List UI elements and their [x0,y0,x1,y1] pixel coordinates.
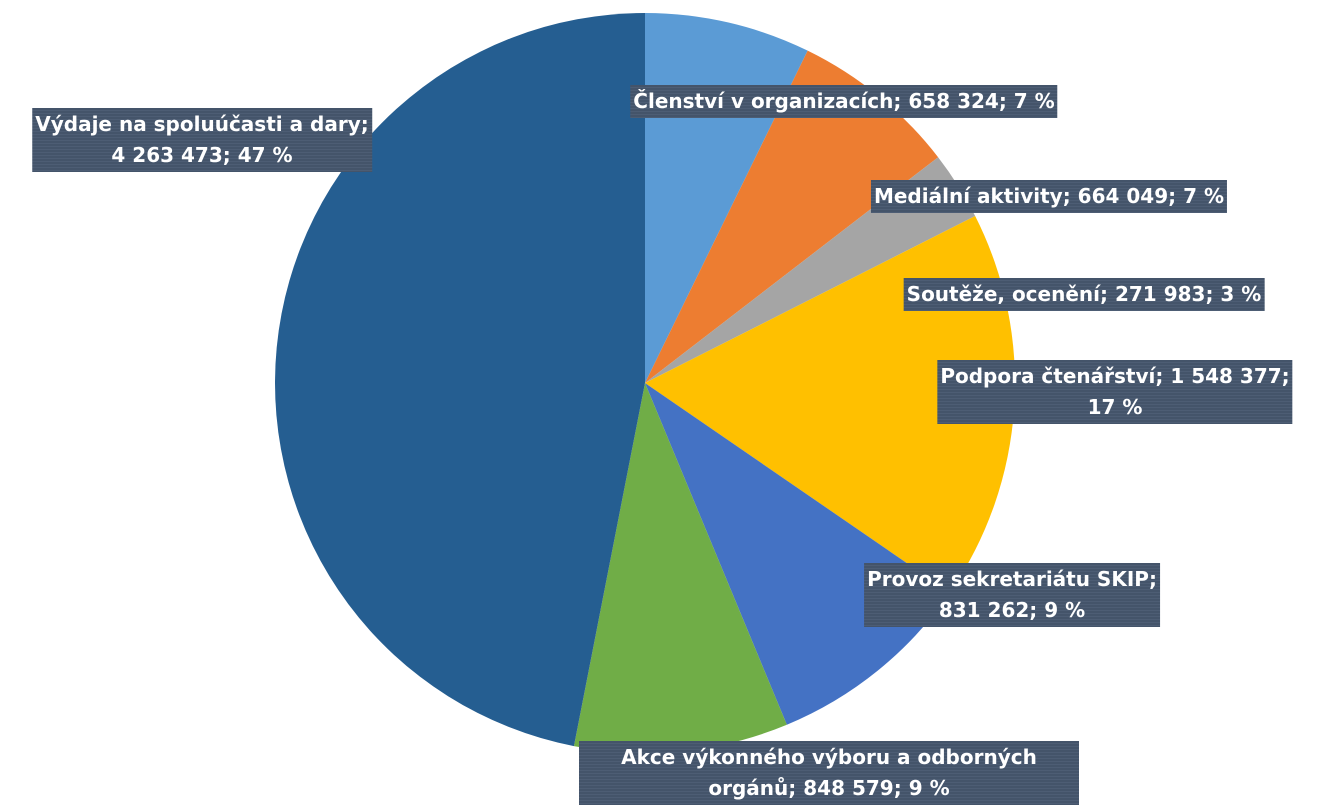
category-name: Soutěže, ocenění [906,282,1101,306]
value-label: 271 983 [1114,282,1206,306]
pie-slice [573,383,787,753]
data-label: Soutěže, ocenění; 271 983; 3 % [903,278,1265,311]
separator: ; [222,143,238,167]
data-label: Provoz sekretariátu SKIP; 831 262; 9 % [864,563,1160,627]
percent-label: 9 % [1044,598,1086,622]
value-label: 831 262 [938,598,1030,622]
data-label: Členství v organizacích; 658 324; 7 % [630,85,1058,118]
separator: ; [893,89,909,113]
separator: ; [1205,282,1221,306]
percent-label: 9 % [908,776,950,800]
separator: ; [1029,598,1045,622]
data-label: Mediální aktivity; 664 049; 7 % [870,180,1228,213]
value-label: 658 324 [908,89,999,113]
pie-slice [645,383,950,725]
percent-label: 7 % [1013,89,1055,113]
pie-slice [645,50,939,383]
separator: ; [360,112,369,136]
percent-label: 17 % [1087,395,1143,419]
value-label: 848 579 [803,776,894,800]
value-label: 1 548 377 [1170,364,1282,388]
separator: ; [1281,364,1290,388]
separator: ; [1100,282,1115,306]
percent-label: 7 % [1183,184,1225,208]
value-label: 4 263 473 [111,143,223,167]
category-name: Akce výkonného výboru a odborných orgánů [621,745,1037,800]
separator: ; [893,776,909,800]
category-name: Podpora čtenářství [940,364,1156,388]
category-name: Provoz sekretariátu SKIP [867,567,1149,591]
pie-slice [275,13,645,747]
data-label: Podpora čtenářství; 1 548 377; 17 % [937,360,1293,424]
pie-slice [645,157,976,383]
separator: ; [1155,364,1171,388]
separator: ; [1062,184,1078,208]
percent-label: 3 % [1220,282,1262,306]
separator: ; [1148,567,1157,591]
category-name: Členství v organizacích [633,89,894,113]
category-name: Mediální aktivity [873,184,1063,208]
separator: ; [1168,184,1184,208]
value-label: 664 049 [1077,184,1169,208]
data-label: Akce výkonného výboru a odborných orgánů… [579,741,1079,805]
data-label: Výdaje na spoluúčasti a dary; 4 263 473;… [32,108,372,172]
category-name: Výdaje na spoluúčasti a dary [35,112,361,136]
percent-label: 47 % [237,143,293,167]
separator: ; [998,89,1014,113]
separator: ; [788,776,804,800]
